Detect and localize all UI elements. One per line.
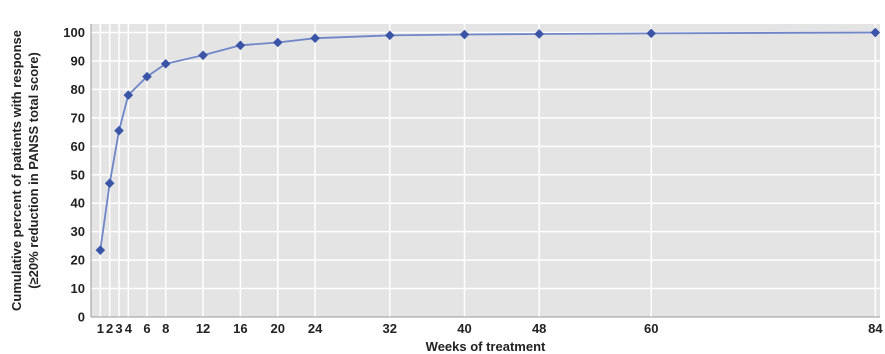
x-tick-label: 1	[97, 321, 104, 336]
axes	[90, 24, 880, 318]
x-tick-label: 6	[143, 321, 150, 336]
y-tick-label: 30	[71, 224, 85, 239]
data-point-marker	[123, 90, 134, 100]
x-tick-label: 3	[115, 321, 122, 336]
x-tick-label: 16	[233, 321, 247, 336]
y-tick-label: 50	[71, 167, 85, 182]
y-tick-label: 40	[71, 196, 85, 211]
x-tick-label: 24	[308, 321, 323, 336]
y-tick-label: 70	[71, 110, 85, 125]
y-tick-label: 90	[71, 53, 85, 68]
data-point-marker	[95, 245, 106, 255]
y-tick-label: 0	[78, 310, 85, 325]
plot-area	[91, 24, 880, 317]
data-point-marker	[114, 125, 124, 136]
y-tick-label: 10	[71, 281, 85, 296]
data-point-marker	[198, 50, 208, 61]
x-tick-label: 40	[457, 321, 471, 336]
data-point-marker	[235, 40, 246, 51]
x-tick-label: 32	[383, 321, 397, 336]
data-point-marker	[142, 71, 152, 82]
data-point-marker	[534, 29, 544, 39]
data-point-marker	[870, 27, 881, 38]
data-point-marker	[310, 33, 320, 44]
x-tick-label: 2	[106, 321, 113, 336]
x-tick-label: 20	[271, 321, 285, 336]
series	[95, 27, 881, 255]
data-point-marker	[459, 29, 470, 40]
x-tick-label: 60	[644, 321, 658, 336]
y-tick-label: 60	[71, 139, 85, 154]
x-tick-label: 84	[868, 321, 883, 336]
y-tick-label: 100	[63, 25, 85, 40]
x-tick-label: 12	[196, 321, 210, 336]
data-point-marker	[272, 37, 283, 48]
data-point-marker	[384, 30, 395, 41]
data-point-marker	[646, 28, 657, 39]
x-tick-label: 8	[162, 321, 169, 336]
data-point-marker	[160, 59, 171, 69]
x-axis-title: Weeks of treatment	[426, 339, 546, 354]
x-tick-label: 48	[532, 321, 546, 336]
y-axis-title-line-1: Cumulative percent of patients with resp…	[9, 30, 24, 311]
data-point-marker	[104, 178, 115, 189]
x-tick-label: 4	[125, 321, 133, 336]
grid-lines	[91, 24, 880, 317]
y-tick-label: 80	[71, 82, 85, 97]
y-tick-label: 20	[71, 253, 85, 268]
y-axis-title-line-2: (≥20% reduction in PANSS total score)	[26, 52, 41, 289]
